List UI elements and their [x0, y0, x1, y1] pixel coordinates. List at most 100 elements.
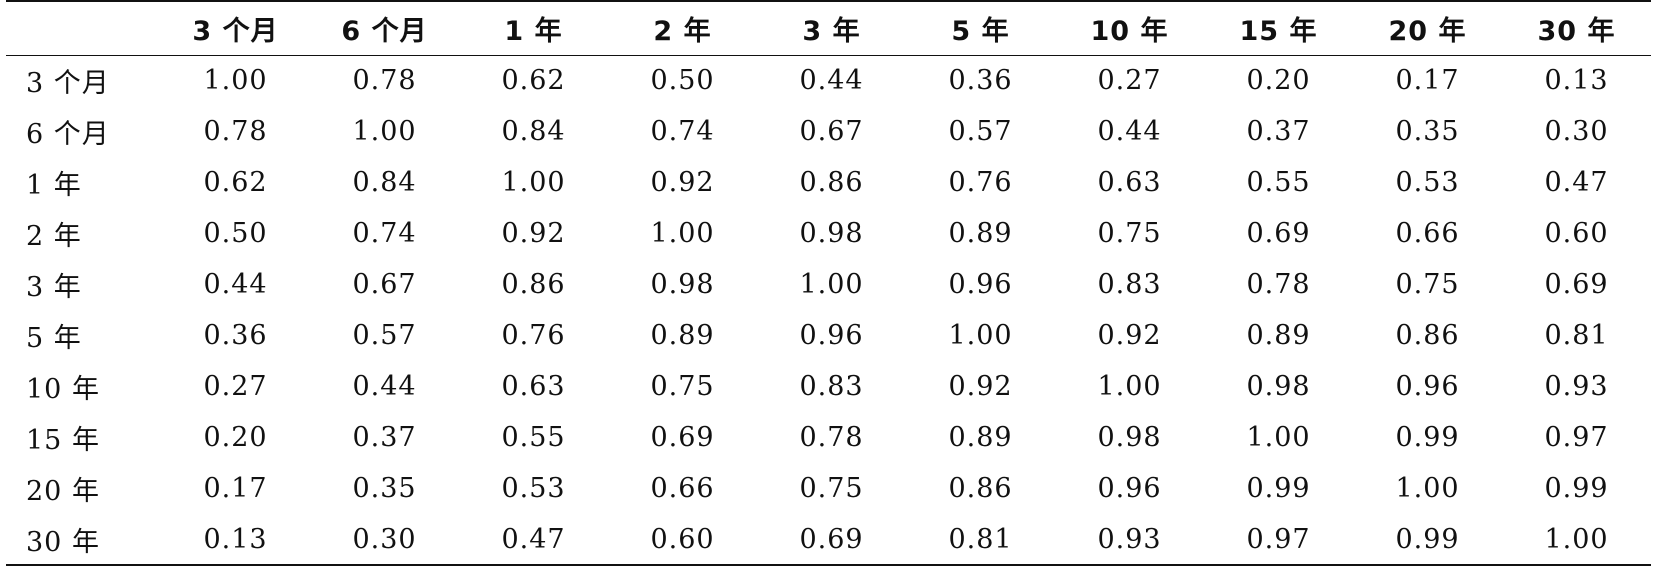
table-cell: 0.47	[1544, 167, 1609, 198]
table-cell: 0.96	[948, 269, 1013, 300]
table-cell: 0.98	[1246, 371, 1311, 402]
table-cell: 0.74	[650, 116, 715, 147]
table-cell: 0.67	[352, 269, 417, 300]
table-cell: 0.89	[1246, 320, 1311, 351]
table-body: 3 个月 1.00 0.78 0.62 0.50 0.44 0.36 0.27 0.20 0.17…	[6, 55, 1651, 566]
table-cell: 0.75	[1097, 218, 1162, 249]
table-cell: 0.53	[501, 473, 566, 504]
table-cell: 0.44	[352, 371, 417, 402]
table-row: 2 年 0.50 0.74 0.92 1.00 0.98 0.89 0.75 0.69 0.66 0…	[6, 208, 1651, 259]
table-cell: 0.81	[906, 514, 1055, 566]
table-cell: 0.20	[203, 422, 268, 453]
header-row: 3 个月 6 个月 1 年 2 年 3 年 5 年 10 年 15 年 20 年…	[6, 0, 1651, 56]
row-label: 30 年	[6, 514, 161, 566]
table-cell: 0.89	[948, 218, 1013, 249]
table-cell: 0.62	[203, 167, 268, 198]
header-cell: 6 个月	[310, 0, 459, 56]
header-cell: 15 年	[1204, 0, 1353, 56]
table-cell: 0.66	[1395, 218, 1460, 249]
table-cell: 0.47	[459, 514, 608, 566]
table-cell: 0.86	[948, 473, 1013, 504]
table-row: 5 年 0.36 0.57 0.76 0.89 0.96 1.00 0.92 0.89 0.86 0…	[6, 310, 1651, 361]
table-cell: 0.84	[501, 116, 566, 147]
table-cell: 0.63	[501, 371, 566, 402]
table-cell: 0.96	[1097, 473, 1162, 504]
table-cell: 0.36	[948, 65, 1013, 97]
table-cell: 0.75	[1395, 269, 1460, 300]
header-cell: 5 年	[906, 0, 1055, 56]
header-cell: 3 年	[757, 0, 906, 56]
table-cell: 0.99	[1246, 473, 1311, 504]
table-cell: 0.78	[352, 65, 417, 97]
table-cell: 0.99	[1544, 473, 1609, 504]
table-cell: 0.86	[501, 269, 566, 300]
correlation-table: 3 个月 6 个月 1 年 2 年 3 年 5 年 10 年 15 年 20 年…	[6, 0, 1651, 566]
table-cell: 0.30	[310, 514, 459, 566]
table-cell: 0.63	[1097, 167, 1162, 198]
table-cell: 1.00	[352, 116, 417, 147]
table-cell: 0.89	[650, 320, 715, 351]
table-cell: 0.20	[1246, 65, 1311, 97]
row-label: 2 年	[26, 221, 82, 252]
table-cell: 0.81	[1544, 320, 1609, 351]
table-cell: 0.35	[1395, 116, 1460, 147]
table-row: 6 个月 0.78 1.00 0.84 0.74 0.67 0.57 0.44 0.37 0.35…	[6, 106, 1651, 157]
table-cell: 0.69	[1544, 269, 1609, 300]
table-cell: 0.27	[1097, 65, 1162, 97]
row-label: 15 年	[26, 425, 100, 456]
table-cell: 0.13	[1544, 65, 1609, 97]
table-cell: 1.00	[1395, 473, 1460, 504]
table-cell: 0.55	[501, 422, 566, 453]
table-cell: 0.75	[799, 473, 864, 504]
table-cell: 0.50	[650, 65, 715, 97]
table-cell: 0.83	[799, 371, 864, 402]
header-cell: 2 年	[608, 0, 757, 56]
row-label: 5 年	[26, 323, 82, 354]
table-cell: 0.37	[1246, 116, 1311, 147]
table-cell: 0.97	[1204, 514, 1353, 566]
table-cell: 1.00	[1097, 371, 1162, 402]
header-cell: 10 年	[1055, 0, 1204, 56]
table-cell: 0.57	[352, 320, 417, 351]
header-cell: 20 年	[1353, 0, 1502, 56]
table-cell: 0.62	[501, 65, 566, 97]
table-cell: 0.17	[1395, 65, 1460, 97]
table-row: 3 年 0.44 0.67 0.86 0.98 1.00 0.96 0.83 0.78 0.75 0…	[6, 259, 1651, 310]
table-cell: 1.00	[799, 269, 864, 300]
header-cell: 1 年	[459, 0, 608, 56]
table-cell: 0.27	[203, 371, 268, 402]
row-label: 20 年	[26, 476, 100, 507]
table-cell: 0.97	[1544, 422, 1609, 453]
table-cell: 0.60	[1544, 218, 1609, 249]
table-cell: 0.44	[203, 269, 268, 300]
table-cell: 0.69	[1246, 218, 1311, 249]
table-cell: 0.53	[1395, 167, 1460, 198]
table-cell: 1.00	[203, 65, 268, 97]
table-cell: 0.86	[1395, 320, 1460, 351]
table-cell: 0.83	[1097, 269, 1162, 300]
row-label: 1 年	[26, 170, 82, 201]
table-cell: 0.92	[1097, 320, 1162, 351]
table-cell: 0.44	[1097, 116, 1162, 147]
row-label: 3 个月	[26, 68, 110, 100]
table-cell: 0.78	[1246, 269, 1311, 300]
table-cell: 0.93	[1055, 514, 1204, 566]
header-cell: 3 个月	[161, 0, 310, 56]
table-cell: 1.00	[1502, 514, 1651, 566]
table-row: 3 个月 1.00 0.78 0.62 0.50 0.44 0.36 0.27 0.20 0.17…	[6, 55, 1651, 106]
table-cell: 0.96	[799, 320, 864, 351]
table-cell: 0.92	[501, 218, 566, 249]
row-label: 3 年	[26, 272, 82, 303]
table-cell: 0.75	[650, 371, 715, 402]
table-cell: 0.99	[1353, 514, 1502, 566]
table-cell: 0.84	[352, 167, 417, 198]
table-cell: 0.55	[1246, 167, 1311, 198]
table-cell: 1.00	[650, 218, 715, 249]
row-label: 6 个月	[26, 119, 110, 150]
table-cell: 0.99	[1395, 422, 1460, 453]
table-cell: 0.74	[352, 218, 417, 249]
table-cell: 1.00	[948, 320, 1013, 351]
table-cell: 0.69	[757, 514, 906, 566]
table-cell: 1.00	[1246, 422, 1311, 453]
table-cell: 0.78	[799, 422, 864, 453]
